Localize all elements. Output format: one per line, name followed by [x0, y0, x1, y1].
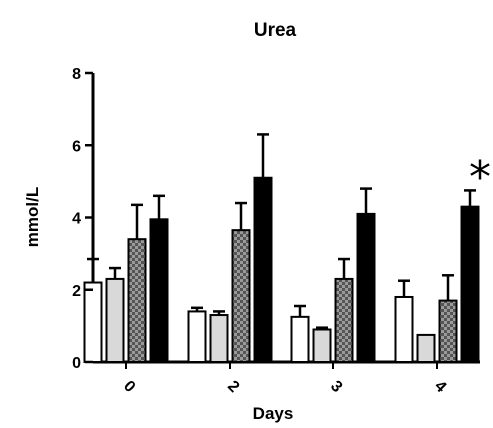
- x-tick-label: 3: [327, 378, 345, 396]
- bar: [416, 333, 436, 363]
- y-tick-label: 6: [72, 138, 81, 155]
- y-tick-label: 0: [72, 355, 81, 372]
- error-bars: [87, 133, 476, 330]
- bar: [83, 281, 103, 363]
- bar: [105, 277, 125, 364]
- bar: [253, 176, 273, 363]
- bar: [187, 310, 207, 363]
- bar: [149, 218, 169, 363]
- y-axis-label: mmol/L: [23, 187, 42, 247]
- x-tick-label: 0: [120, 378, 138, 396]
- bar: [460, 205, 480, 363]
- bar: [231, 229, 251, 363]
- bar: [127, 238, 147, 363]
- y-tick-label: 8: [72, 66, 81, 83]
- bars: [83, 176, 480, 364]
- x-axis-label: Days: [253, 404, 294, 423]
- chart-title: Urea: [254, 20, 297, 41]
- annotations: *: [469, 152, 491, 203]
- y-tick-label: 2: [72, 283, 81, 300]
- y-tick-label: 4: [72, 211, 81, 228]
- bar: [334, 277, 354, 364]
- bar: [394, 295, 414, 364]
- bar: [290, 315, 310, 363]
- bar: [438, 299, 458, 363]
- significance-star: *: [469, 152, 491, 203]
- bar: [209, 314, 229, 364]
- x-tick-label: 4: [431, 378, 449, 396]
- bar: [312, 328, 332, 363]
- bar: [356, 212, 376, 363]
- x-tick-label: 2: [224, 378, 242, 396]
